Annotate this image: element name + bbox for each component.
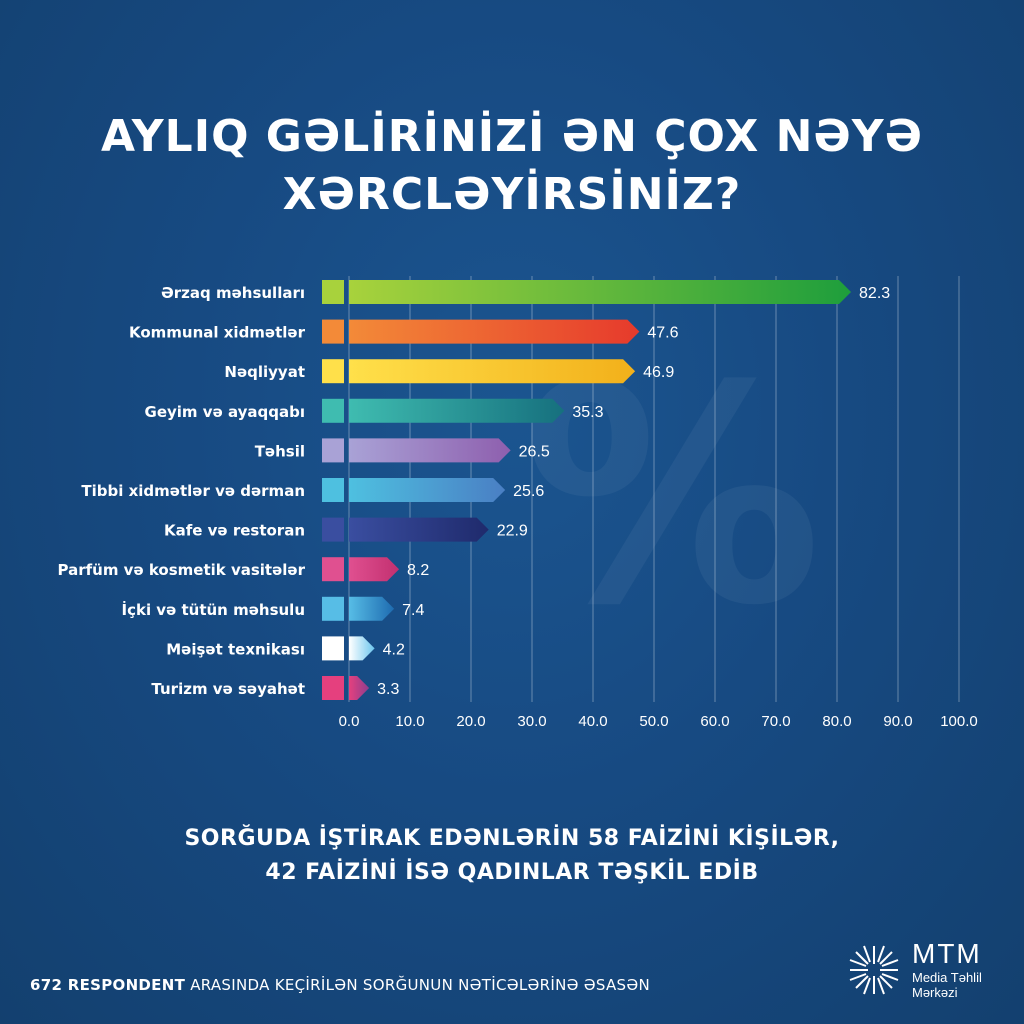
category-label: Tibbi xidmətlər və dərman (81, 482, 305, 500)
bar (349, 596, 395, 621)
mtm-logo: MTM Media Təhlil Mərkəzi (846, 938, 1006, 1002)
category-swatch (322, 596, 344, 621)
category-swatch (322, 517, 344, 542)
x-tick-label: 100.0 (940, 713, 978, 730)
bar (349, 676, 370, 700)
bar (349, 636, 375, 661)
bar (349, 438, 511, 463)
bar (349, 319, 640, 344)
category-swatch (322, 636, 344, 661)
category-swatch (322, 359, 344, 384)
x-tick-label: 60.0 (700, 713, 729, 730)
category-label: Kafe və restoran (164, 522, 305, 540)
value-label: 7.4 (402, 602, 424, 619)
value-label: 4.2 (383, 641, 405, 658)
category-label: Məişət texnikası (166, 640, 305, 658)
category-label: İçki və tütün məhsulu (122, 600, 306, 619)
source-footnote: 672 RESPONDENT ARASINDA KEÇİRİLƏN SORĞUN… (30, 976, 650, 994)
x-tick-label: 20.0 (456, 713, 485, 730)
x-tick-label: 10.0 (395, 713, 424, 730)
category-swatch (322, 676, 344, 700)
x-tick-label: 30.0 (517, 713, 546, 730)
category-label: Təhsil (255, 442, 305, 460)
bar (349, 557, 400, 582)
bar (349, 359, 636, 384)
category-label: Turizm və səyahət (151, 680, 305, 698)
value-label: 26.5 (519, 443, 550, 460)
x-tick-label: 90.0 (883, 713, 912, 730)
category-swatch (322, 280, 344, 304)
category-swatch (322, 398, 344, 423)
subtitle-line-1: SORĞUDA İŞTİRAK EDƏNLƏRİN 58 FAİZİNİ KİŞ… (184, 826, 840, 851)
value-label: 25.6 (513, 483, 544, 500)
value-label: 3.3 (377, 681, 399, 698)
bar (349, 398, 565, 423)
category-label: Parfüm və kosmetik vasitələr (58, 561, 306, 579)
respondent-gender-note: SORĞUDA İŞTİRAK EDƏNLƏRİN 58 FAİZİNİ KİŞ… (0, 822, 1024, 890)
bar (349, 478, 506, 502)
title-line-2: XƏRCLƏYİRSİNİZ? (282, 169, 742, 220)
logo-subtitle: Media Təhlil Mərkəzi (912, 970, 982, 1000)
x-tick-label: 0.0 (339, 713, 360, 730)
category-swatch (322, 557, 344, 582)
value-label: 35.3 (572, 404, 603, 421)
category-label: Kommunal xidmətlər (129, 324, 306, 342)
category-swatch (322, 319, 344, 344)
category-swatch (322, 478, 344, 502)
x-tick-label: 40.0 (578, 713, 607, 730)
value-label: 82.3 (859, 285, 890, 302)
footnote-text: ARASINDA KEÇİRİLƏN SORĞUNUN NƏTİCƏLƏRİNƏ… (185, 976, 650, 994)
value-label: 47.6 (647, 325, 678, 342)
value-label: 8.2 (407, 562, 429, 579)
category-label: Nəqliyyat (224, 363, 305, 381)
category-label: Geyim və ayaqqabı (145, 403, 305, 421)
category-swatch (322, 438, 344, 463)
category-label: Ərzaq məhsulları (161, 284, 305, 302)
x-tick-label: 70.0 (761, 713, 790, 730)
bar (349, 517, 489, 542)
value-label: 46.9 (643, 364, 674, 381)
logo-mark-icon (849, 945, 899, 995)
logo-sub-line-1: Media Təhlil (912, 970, 982, 985)
x-tick-label: 80.0 (822, 713, 851, 730)
logo-name: MTM (912, 938, 982, 969)
bar (349, 280, 852, 304)
chart-title: AYLIQ GƏLİRİNİZİ ƏN ÇOX NƏYƏ XƏRCLƏYİRSİ… (0, 108, 1024, 224)
value-label: 22.9 (497, 523, 528, 540)
footnote-respondent-count: 672 RESPONDENT (30, 976, 186, 994)
title-line-1: AYLIQ GƏLİRİNİZİ ƏN ÇOX NƏYƏ (100, 111, 924, 162)
logo-sub-line-2: Mərkəzi (912, 985, 958, 1000)
subtitle-line-2: 42 FAİZİNİ İSƏ QADINLAR TƏŞKİL EDİB (265, 860, 759, 885)
x-tick-label: 50.0 (639, 713, 668, 730)
